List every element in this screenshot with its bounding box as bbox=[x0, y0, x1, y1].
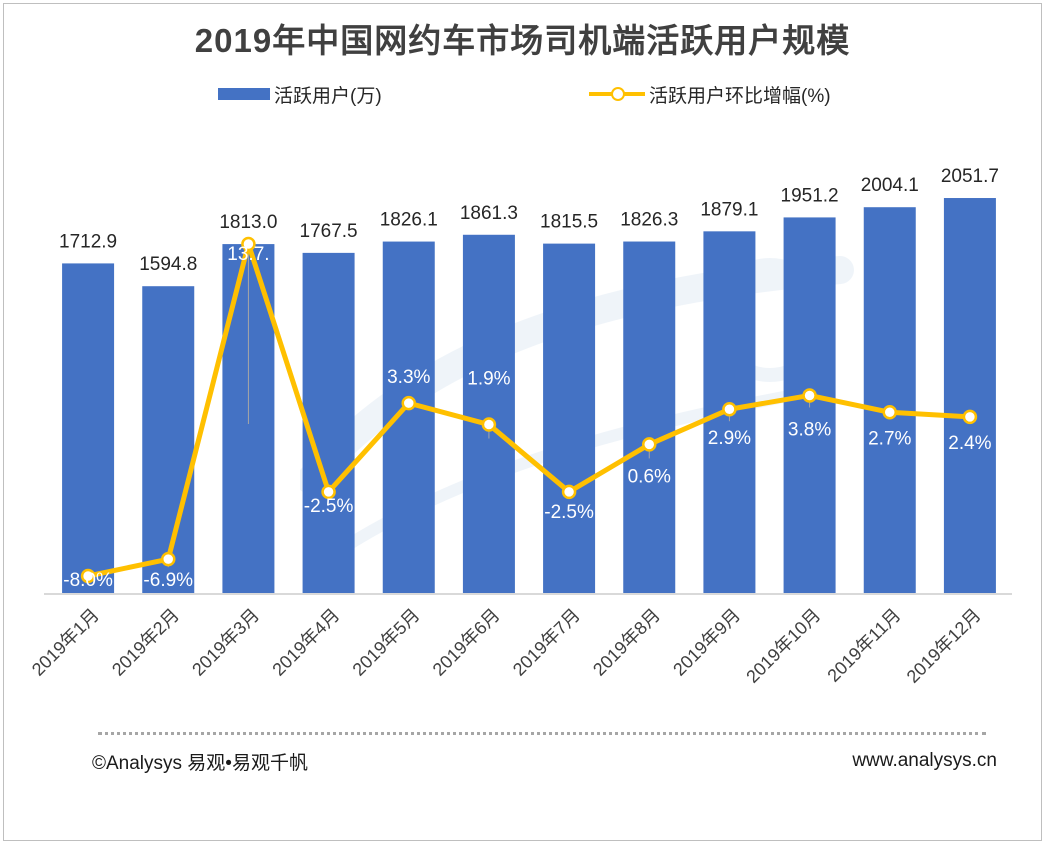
growth-point bbox=[561, 484, 577, 500]
bar-value-label: 1813.0 bbox=[219, 212, 277, 233]
x-tick-label: 2019年10月 bbox=[742, 605, 824, 687]
bar-value-label: 2004.1 bbox=[861, 175, 919, 196]
x-tick-label: 2019年5月 bbox=[349, 605, 424, 680]
x-tick-label: 2019年12月 bbox=[903, 605, 985, 687]
bar bbox=[462, 234, 515, 594]
bar-value-label: 1815.5 bbox=[540, 212, 598, 233]
x-tick-label: 2019年2月 bbox=[108, 605, 183, 680]
footer-copyright: ©Analysys 易观•易观千帆 bbox=[92, 753, 308, 774]
bar-value-label: 1861.3 bbox=[460, 203, 518, 224]
growth-point bbox=[642, 437, 657, 452]
growth-point bbox=[80, 568, 96, 584]
growth-value-label: -2.5% bbox=[544, 502, 594, 523]
legend-line-entry: 活跃用户环比增幅(%) bbox=[589, 82, 831, 107]
growth-point bbox=[882, 405, 897, 420]
bar bbox=[623, 241, 676, 594]
x-tick-label: 2019年4月 bbox=[268, 605, 343, 680]
footer-divider bbox=[98, 732, 986, 735]
growth-point bbox=[401, 395, 416, 411]
legend-bar-swatch bbox=[218, 88, 270, 100]
bar-value-label: 1826.1 bbox=[380, 210, 438, 231]
growth-value-label: 13.7. bbox=[227, 244, 269, 265]
growth-point bbox=[962, 409, 978, 425]
bar-value-label: 1594.8 bbox=[139, 254, 197, 275]
growth-value-label: 2.7% bbox=[868, 428, 911, 449]
bar-value-label: 1879.1 bbox=[700, 199, 758, 220]
bar-value-label: 1951.2 bbox=[781, 185, 839, 206]
growth-value-label: -2.5% bbox=[304, 496, 354, 517]
bar bbox=[382, 241, 435, 595]
x-tick-label: 2019年3月 bbox=[188, 605, 263, 680]
bar-value-label: 1712.9 bbox=[59, 231, 117, 252]
x-tick-label: 2019年11月 bbox=[823, 605, 904, 686]
bar bbox=[943, 198, 996, 594]
growth-value-label: 2.9% bbox=[708, 428, 751, 449]
bar bbox=[543, 243, 596, 594]
bar bbox=[863, 207, 916, 595]
growth-value-label: 3.8% bbox=[788, 419, 831, 440]
growth-point bbox=[241, 236, 256, 252]
legend-bar-entry: 活跃用户(万) bbox=[218, 82, 382, 107]
growth-value-label: -6.9% bbox=[143, 570, 193, 591]
growth-point bbox=[481, 417, 497, 432]
footer-website: www.analysys.cn bbox=[852, 750, 997, 771]
bar bbox=[142, 286, 195, 594]
x-tick-label: 2019年1月 bbox=[28, 605, 103, 680]
growth-value-label: 1.9% bbox=[467, 369, 510, 390]
x-tick-label: 2019年6月 bbox=[429, 605, 504, 680]
growth-value-label: -8.0% bbox=[63, 570, 113, 591]
bar-value-label: 2051.7 bbox=[941, 166, 999, 187]
chart-title: 2019年中国网约车市场司机端活跃用户规模 bbox=[194, 22, 851, 59]
growth-point bbox=[321, 484, 336, 500]
growth-value-label: 3.3% bbox=[387, 367, 430, 388]
bar bbox=[302, 252, 355, 594]
growth-point bbox=[722, 401, 737, 417]
growth-line bbox=[87, 241, 971, 579]
x-tick-label: 2019年7月 bbox=[509, 605, 584, 680]
legend-line-label: 活跃用户环比增幅(%) bbox=[649, 85, 831, 107]
bar-value-label: 1767.5 bbox=[300, 221, 358, 242]
legend-line-swatch bbox=[589, 87, 645, 101]
x-tick-label: 2019年9月 bbox=[669, 605, 744, 680]
growth-point bbox=[161, 551, 176, 567]
legend-bar-label: 活跃用户(万) bbox=[274, 85, 382, 107]
growth-value-label: 0.6% bbox=[628, 466, 671, 487]
x-tick-label: 2019年8月 bbox=[589, 605, 664, 680]
growth-point bbox=[802, 388, 817, 403]
growth-value-label: 2.4% bbox=[948, 433, 991, 454]
bar-value-label: 1826.3 bbox=[620, 210, 678, 231]
bar bbox=[62, 263, 115, 594]
